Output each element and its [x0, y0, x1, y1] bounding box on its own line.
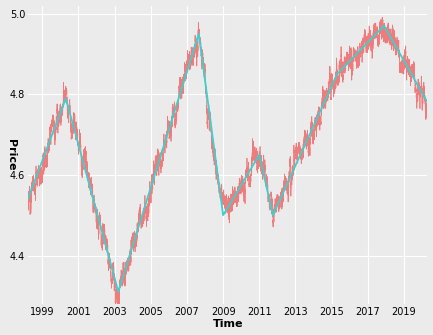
X-axis label: Time: Time — [213, 320, 243, 329]
Y-axis label: Price: Price — [6, 139, 16, 171]
